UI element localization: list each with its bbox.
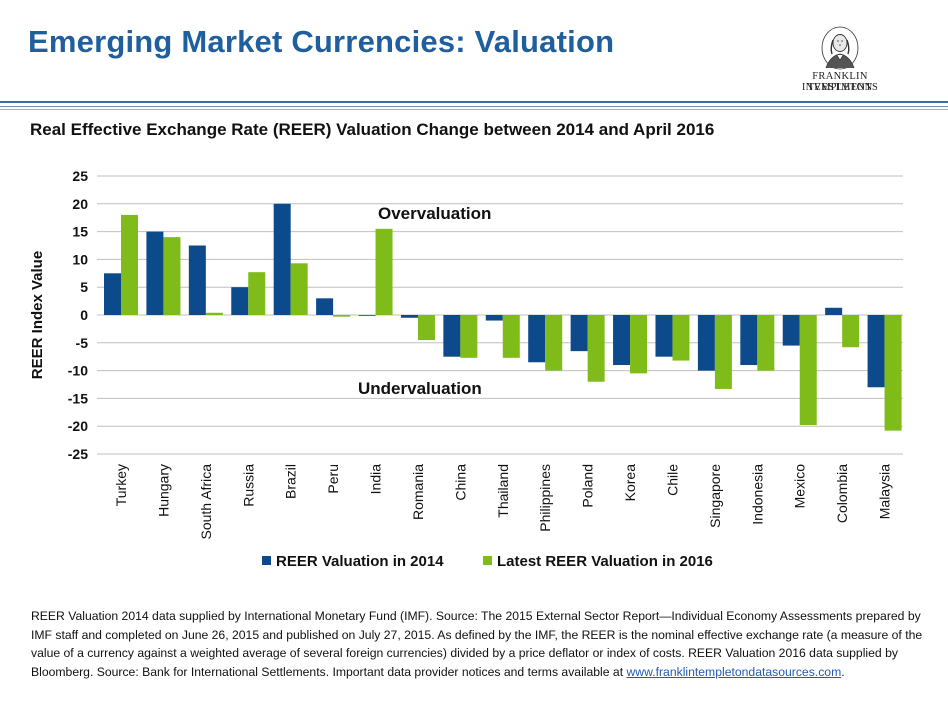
y-tick-label: -5 [76, 335, 89, 351]
bar-2014 [104, 273, 121, 315]
bar-2016 [205, 312, 223, 315]
bar-2016 [375, 228, 393, 315]
bar-2016 [460, 315, 478, 358]
x-category-label: Russia [240, 464, 256, 507]
header-divider-faint [0, 109, 948, 110]
bar-2014 [188, 245, 206, 315]
y-tick-label: 10 [72, 251, 88, 267]
bar-2014 [400, 315, 418, 318]
portrait-icon [821, 26, 859, 70]
footnote-text: REER Valuation 2014 data supplied by Int… [31, 609, 923, 679]
bar-2014 [485, 315, 503, 321]
x-category-label: Poland [580, 464, 596, 508]
x-category-label: China [452, 464, 468, 501]
x-category-label: Singapore [707, 464, 723, 528]
bar-2016 [587, 315, 605, 382]
bar-2014 [316, 298, 334, 315]
legend-swatch-2016 [483, 556, 492, 565]
x-category-label: Romania [410, 464, 426, 520]
bar-2016 [884, 315, 902, 431]
legend-label: Latest REER Valuation in 2016 [497, 553, 713, 570]
bar-2014 [231, 287, 249, 315]
y-tick-label: -10 [68, 363, 88, 379]
bar-2016 [502, 315, 520, 358]
bar-2016 [417, 315, 435, 341]
bar-2014 [697, 315, 715, 371]
bar-2016 [799, 315, 817, 426]
bar-2016 [248, 272, 266, 315]
bar-2016 [672, 315, 690, 361]
x-category-label: Brazil [283, 464, 299, 499]
x-category-label: Thailand [495, 464, 511, 518]
y-tick-label: 15 [72, 224, 88, 240]
y-tick-label: -25 [68, 446, 88, 462]
x-category-label: Turkey [113, 464, 129, 506]
y-axis-label: REER Index Value [29, 251, 46, 379]
bar-2014 [782, 315, 800, 346]
x-category-label: Colombia [834, 464, 850, 523]
x-category-label: Hungary [155, 464, 171, 517]
y-tick-label: 25 [72, 168, 88, 184]
logo-line-1: FRANKLIN TEMPLETON [807, 71, 873, 93]
footnote: REER Valuation 2014 data supplied by Int… [31, 607, 926, 681]
bar-2016 [163, 237, 181, 315]
y-tick-label: 20 [72, 196, 88, 212]
bar-2014 [655, 315, 673, 357]
x-category-label: Philippines [537, 464, 553, 532]
x-category-label: Chile [664, 464, 680, 496]
legend-swatch-2014 [262, 556, 271, 565]
bar-2014 [528, 315, 546, 363]
bar-2016 [842, 315, 860, 348]
footnote-end: . [841, 664, 845, 679]
legend-label: REER Valuation in 2014 [276, 553, 444, 570]
bar-2014 [613, 315, 631, 366]
bar-2016 [333, 315, 351, 317]
logo-line-2: INVESTMENTS [801, 82, 879, 93]
bar-2014 [867, 315, 885, 388]
y-tick-label: -15 [68, 390, 88, 406]
bar-2016 [757, 315, 775, 371]
bar-2014 [740, 315, 758, 366]
bar-2016 [714, 315, 732, 389]
bar-2014 [273, 203, 291, 315]
data-sources-link[interactable]: www.franklintempletondatasources.com [626, 664, 842, 679]
x-category-label: Indonesia [749, 464, 765, 525]
bar-2016 [290, 263, 308, 315]
bar-2016 [630, 315, 648, 374]
page-title: Emerging Market Currencies: Valuation [28, 24, 615, 59]
x-category-label: Malaysia [877, 464, 893, 519]
y-tick-label: -20 [68, 418, 88, 434]
reer-bar-chart: 25 20 15 10 5 0 -5 -10 -15 -20 -25 REER Index Value… [29, 168, 903, 570]
bar-2014 [358, 315, 376, 316]
x-category-label: Mexico [792, 464, 808, 509]
header-divider-thin [0, 106, 948, 107]
overvaluation-annotation: Overvaluation [378, 204, 491, 223]
bar-2014 [443, 315, 461, 357]
undervaluation-annotation: Undervaluation [358, 379, 482, 398]
x-category-label: Peru [325, 464, 341, 494]
x-category-label: Korea [622, 464, 638, 502]
x-category-label: India [368, 464, 384, 495]
bar-2016 [545, 315, 563, 371]
bar-2016 [121, 214, 138, 315]
y-tick-label: 0 [80, 307, 88, 323]
chart-title: Real Effective Exchange Rate (REER) Valu… [30, 120, 715, 139]
franklin-templeton-logo: FRANKLIN TEMPLETON INVESTMENTS [780, 26, 900, 94]
x-category-label: South Africa [198, 464, 214, 540]
bar-2014 [570, 315, 588, 352]
bar-2014 [825, 307, 843, 315]
header-divider [0, 101, 948, 103]
bar-2014 [146, 231, 164, 315]
y-tick-label: 5 [80, 279, 88, 295]
